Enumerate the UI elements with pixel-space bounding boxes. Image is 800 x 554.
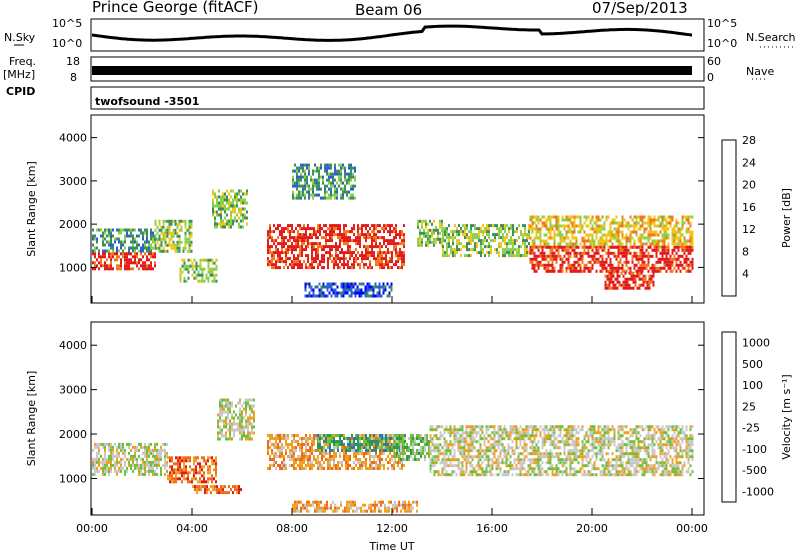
- power-panel-colorbar-tick-6: 28: [742, 134, 756, 147]
- velocity-panel-colorbar-label: Velocity [m s⁻¹]: [780, 374, 793, 459]
- xtick-label-5: 20:00: [576, 522, 608, 535]
- noise-line: [91, 24, 693, 42]
- cpid-label: CPID: [6, 85, 36, 98]
- station-title: Prince George (fitACF): [92, 0, 259, 16]
- power-panel-region-5: [267, 224, 405, 270]
- velocity-panel-frame: [90, 321, 705, 516]
- velocity-panel-colorbar-tick-4: -25: [742, 422, 760, 435]
- power-panel-colorbar-tick-3: 16: [742, 201, 756, 214]
- xtick-label-0: 00:00: [76, 522, 108, 535]
- power-panel-ytick-label-1000: 1000: [59, 261, 87, 274]
- power-panel-region-9: [442, 224, 530, 258]
- power-panel-ytick-label-4000: 4000: [59, 132, 87, 145]
- velocity-panel-colorbar-frame: [721, 331, 737, 503]
- power-panel-region-2: [154, 219, 193, 253]
- velocity-panel-region-3: [217, 398, 255, 441]
- velocity-panel-region-8: [429, 425, 694, 477]
- power-panel-colorbar-tick-2: 12: [742, 223, 756, 236]
- freq-panel-frame: [90, 56, 705, 82]
- velocity-panel-colorbar-tick-5: -100: [742, 443, 767, 456]
- velocity-panel-ytick-label-1000: 1000: [59, 472, 87, 485]
- cpid-panel-frame: [90, 86, 705, 110]
- power-panel-region-10: [529, 215, 694, 249]
- velocity-panel-colorbar-tick-6: -500: [742, 464, 767, 477]
- power-panel-colorbar-frame: [721, 139, 737, 297]
- velocity-panel-colorbar-tick-7: -1000: [742, 485, 774, 498]
- power-panel-region-7: [304, 282, 393, 298]
- power-panel-ylabel: Slant Range [km]: [25, 161, 38, 257]
- power-panel-colorbar-label: Power [dB]: [780, 188, 793, 248]
- velocity-panel-ytick-label-4000: 4000: [59, 339, 87, 352]
- power-panel-ytick-label-3000: 3000: [59, 175, 87, 188]
- velocity-panel-colorbar-tick-3: 25: [742, 400, 756, 413]
- xtick-label-2: 08:00: [276, 522, 308, 535]
- power-panel-frame: [90, 114, 705, 304]
- power-panel-colorbar-tick-0: 4: [742, 268, 749, 281]
- nave-right-bottom-tick: 0: [707, 71, 714, 84]
- nsearch-label: N.Search: [746, 31, 796, 44]
- noise-right-top-tick: 10^5: [707, 17, 738, 30]
- power-panel-region-3: [179, 258, 218, 283]
- date-label: 07/Sep/2013: [592, 0, 688, 17]
- axes: 1000 2000 3000 4000 Slant Range [km] 1000 2000…: [25, 132, 708, 553]
- power-panel-colorbar-tick-4: 20: [742, 179, 756, 192]
- velocity-panel-region-2: [192, 485, 242, 495]
- nsky-label: N.Sky: [4, 31, 36, 44]
- xlabel: Time UT: [368, 540, 414, 553]
- beam-label: Beam 06: [355, 1, 423, 19]
- noise-left-bottom-tick: 10^0: [52, 37, 83, 50]
- power-panel-region-6: [292, 163, 356, 200]
- power-panel-region-12: [604, 271, 655, 290]
- xtick-label-4: 16:00: [476, 522, 508, 535]
- power-panel-region-8: [417, 219, 443, 247]
- power-panel-region-0: [92, 252, 156, 271]
- power-panel-region-4: [212, 189, 248, 229]
- noise-left-top-tick: 10^5: [52, 17, 83, 30]
- xtick-label-3: 12:00: [376, 522, 408, 535]
- velocity-panel-region-6: [392, 434, 430, 461]
- velocity-panel-colorbar-tick-0: 1000: [742, 337, 770, 350]
- freq-label: Freq.: [9, 55, 37, 68]
- power-panel-colorbar-tick-1: 8: [742, 245, 749, 258]
- velocity-panel-ytick-label-2000: 2000: [59, 428, 87, 441]
- xtick-label-6: 00:00: [676, 522, 708, 535]
- cpid-value: twofsound -3501: [95, 95, 200, 108]
- velocity-panel-colorbar-tick-1: 500: [742, 358, 763, 371]
- power-panel-region-11: [529, 245, 694, 273]
- mhz-label: [MHz]: [3, 68, 36, 81]
- power-panel-region-1: [92, 228, 156, 253]
- freq-band: [92, 66, 692, 75]
- velocity-panel-region-1: [167, 456, 217, 484]
- velocity-panel-ytick-label-3000: 3000: [59, 384, 87, 397]
- nave-label: Nave: [746, 65, 775, 78]
- xtick-label-1: 04:00: [176, 522, 208, 535]
- power-panel-ytick-label-2000: 2000: [59, 218, 87, 231]
- colorbars: 4 8 12 16 20 24 28 Power [dB] 1000 500 100 25 -25 -10…: [721, 134, 793, 503]
- velocity-panel-colorbar-tick-2: 100: [742, 379, 763, 392]
- noise-right-bottom-tick: 10^0: [707, 37, 738, 50]
- velocity-heatmap: [92, 398, 694, 513]
- velocity-panel-ylabel: Slant Range [km]: [25, 371, 38, 467]
- power-panel-colorbar-tick-5: 24: [742, 156, 756, 169]
- velocity-panel-region-7: [292, 500, 418, 513]
- nave-right-top-tick: 60: [707, 55, 721, 68]
- noise-trace: [91, 24, 693, 42]
- velocity-panel-region-0: [92, 442, 168, 476]
- power-heatmap: [92, 163, 694, 298]
- freq-left-top-tick: 18: [66, 55, 80, 68]
- noise-panel-frame: [90, 18, 705, 52]
- freq-left-bottom-tick: 8: [70, 71, 77, 84]
